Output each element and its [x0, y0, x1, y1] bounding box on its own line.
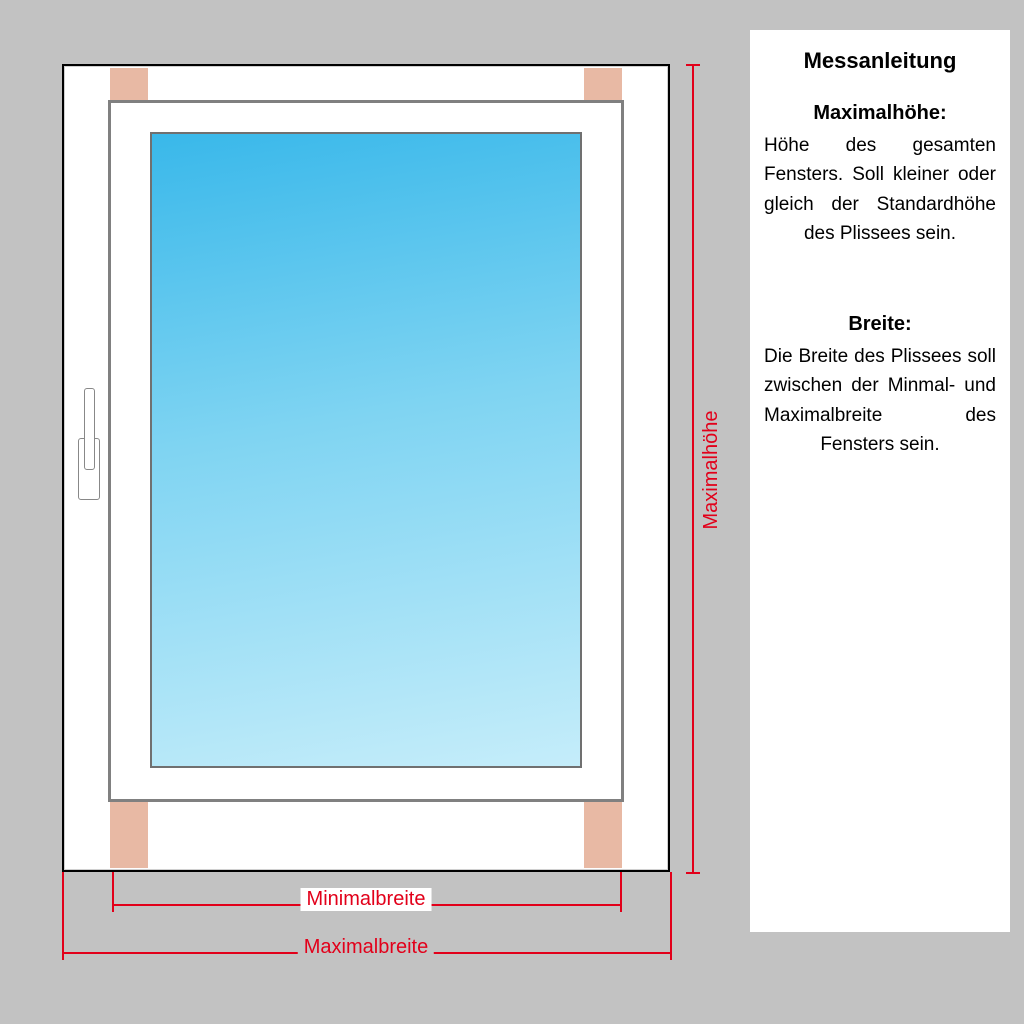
window-glass — [150, 132, 582, 768]
panel-block-maxheight-heading: Maximalhöhe: — [764, 102, 996, 125]
diagram-canvas: Maximalhöhe Minimalbreite Maximalbreite … — [0, 0, 1024, 1024]
dim-max-width-label: Maximalbreite — [298, 936, 434, 959]
panel-block-maxheight: Maximalhöhe: Höhe des gesamten Fensters.… — [764, 102, 996, 249]
instructions-panel: Messanleitung Maximalhöhe: Höhe des gesa… — [750, 30, 1010, 932]
panel-block-maxheight-body: Höhe des gesamten Fensters. Soll kleiner… — [764, 131, 996, 249]
dim-max-width-tick-r — [670, 946, 672, 960]
dim-max-width-tick-l — [62, 946, 64, 960]
dim-min-width-label: Minimalbreite — [301, 888, 432, 911]
dim-max-height-label: Maximalhöhe — [700, 411, 723, 530]
panel-block-width-heading: Breite: — [764, 313, 996, 336]
dim-min-width-tick-l — [112, 898, 114, 912]
dim-max-height-tick-top — [686, 64, 700, 66]
dim-min-width-tick-r — [620, 898, 622, 912]
panel-block-width-body: Die Breite des Plissees soll zwischen de… — [764, 342, 996, 460]
dim-max-height-line — [692, 64, 694, 872]
handle-lever — [84, 388, 95, 470]
panel-title: Messanleitung — [764, 48, 996, 74]
panel-block-width: Breite: Die Breite des Plissees soll zwi… — [764, 313, 996, 460]
dim-max-height-tick-bot — [686, 872, 700, 874]
